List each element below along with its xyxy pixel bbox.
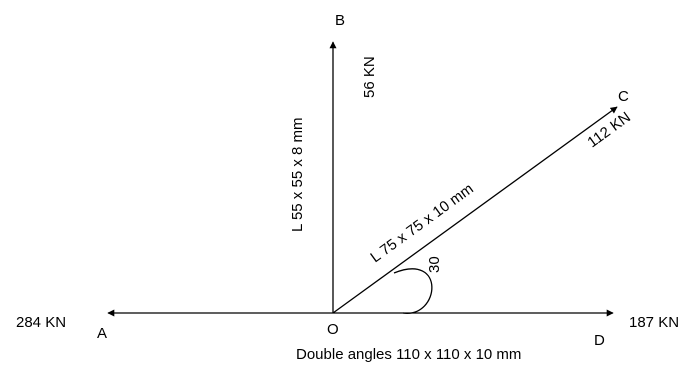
point-label-a: A: [97, 325, 107, 342]
angle-arc: [393, 268, 433, 314]
force-label-b: 56 KN: [361, 56, 378, 98]
member-label-oc: L 75 x 75 x 10 mm: [367, 180, 476, 266]
member-label-ad: Double angles 110 x 110 x 10 mm: [296, 346, 521, 363]
point-label-d: D: [594, 332, 605, 349]
force-label-a: 284 KN: [16, 314, 66, 331]
member-oc-line: [332, 106, 618, 314]
angle-label: 30: [426, 256, 443, 273]
point-label-b: B: [335, 12, 345, 29]
point-label-c: C: [618, 88, 629, 105]
force-label-c: 112 KN: [584, 109, 634, 152]
point-label-o: O: [327, 321, 339, 338]
member-label-ob: L 55 x 55 x 8 mm: [289, 118, 306, 233]
force-label-d: 187 KN: [629, 314, 679, 331]
